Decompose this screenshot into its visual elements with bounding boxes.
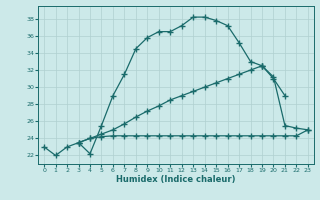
X-axis label: Humidex (Indice chaleur): Humidex (Indice chaleur) bbox=[116, 175, 236, 184]
